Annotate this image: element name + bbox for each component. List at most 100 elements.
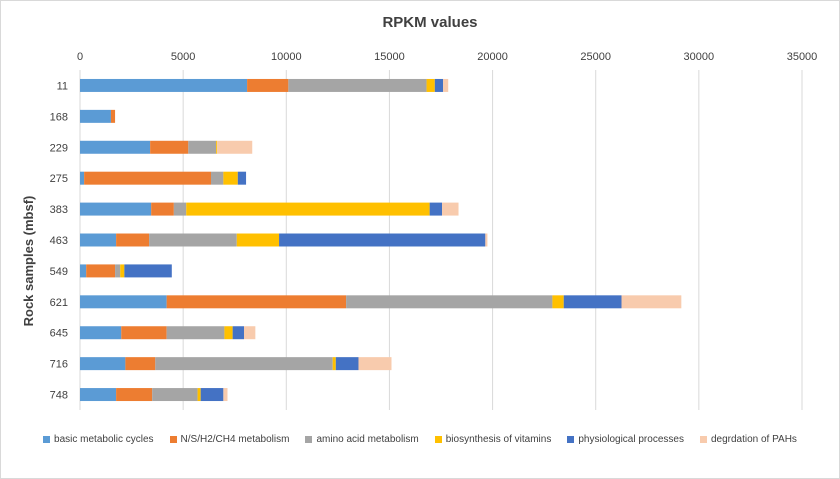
x-axis-ticks: 0 5000 10000 15000 20000 25000 30000 35000 <box>77 51 817 63</box>
legend-label: physiological processes <box>578 434 684 445</box>
bar-segment <box>197 388 201 402</box>
bar-segment <box>232 326 244 340</box>
bar-segment <box>223 171 238 185</box>
legend-label: amino acid metabolism <box>316 434 419 445</box>
bar-segment <box>120 264 125 278</box>
y-tick-label: 275 <box>50 173 68 185</box>
bar-segment <box>124 264 172 278</box>
bar-segment <box>217 140 253 154</box>
y-tick-label: 549 <box>50 266 68 278</box>
bar-segment <box>279 233 486 247</box>
bar-segment <box>485 233 488 247</box>
bar-segment <box>110 109 116 123</box>
bar-segment <box>116 388 153 402</box>
legend-label: basic metabolic cycles <box>54 434 154 445</box>
legend-item: physiological processes <box>567 434 684 445</box>
bar-segment <box>155 357 333 371</box>
bar-segment <box>80 388 117 402</box>
bar-segment <box>86 264 116 278</box>
y-tick-label: 748 <box>50 390 68 402</box>
bar-segment <box>434 78 444 92</box>
x-tick-label: 30000 <box>684 51 715 63</box>
bar-segment <box>80 295 167 309</box>
bars <box>80 78 682 402</box>
bar-segment <box>210 171 224 185</box>
legend-label: degrdation of PAHs <box>710 434 797 445</box>
bar-segment <box>563 295 622 309</box>
legend-item: N/S/H2/CH4 metabolism <box>169 434 290 445</box>
bar-segment <box>166 295 347 309</box>
y-tick-label: 168 <box>50 111 68 123</box>
legend-swatch <box>43 436 51 443</box>
chart-title: RPKM values <box>382 14 477 31</box>
bar-segment <box>80 78 248 92</box>
legend-swatch <box>699 436 707 443</box>
bar-segment <box>149 233 237 247</box>
bar-segment <box>166 326 225 340</box>
legend-swatch <box>567 436 575 443</box>
bar-segment <box>621 295 682 309</box>
x-tick-label: 15000 <box>374 51 405 63</box>
legend-swatch <box>169 436 177 443</box>
y-tick-label: 383 <box>50 204 68 216</box>
bar-segment <box>121 326 167 340</box>
bar-segment <box>188 140 217 154</box>
bar-segment <box>200 388 224 402</box>
legend-item: degrdation of PAHs <box>699 434 797 445</box>
bar-segment <box>150 140 189 154</box>
y-tick-label: 645 <box>50 328 68 340</box>
bar-chart: RPKM values Rock samples (mbsf) 0 5000 100… <box>21 14 817 410</box>
bar-segment <box>80 202 152 216</box>
bar-segment <box>84 171 211 185</box>
x-tick-label: 10000 <box>271 51 302 63</box>
bar-segment <box>224 326 233 340</box>
y-tick-label: 716 <box>50 359 68 371</box>
bar-segment <box>80 109 111 123</box>
y-axis-ticks: 11 168 229 275 383 463 549 621 645 716 748 <box>50 80 68 401</box>
legend-label: biosynthesis of vitamins <box>445 434 552 445</box>
bar-segment <box>288 78 427 92</box>
legend-label: N/S/H2/CH4 metabolism <box>180 434 290 445</box>
bar-segment <box>186 202 430 216</box>
legend-item: basic metabolic cycles <box>43 434 154 445</box>
bar-segment <box>443 78 449 92</box>
x-tick-label: 0 <box>77 51 83 63</box>
bar-segment <box>552 295 564 309</box>
legend-swatch <box>305 436 313 443</box>
bar-segment <box>237 171 247 185</box>
bar-segment <box>429 202 443 216</box>
bar-segment <box>125 357 156 371</box>
gridlines <box>79 70 803 410</box>
bar-segment <box>332 357 336 371</box>
bar-segment <box>243 326 256 340</box>
bar-segment <box>80 357 126 371</box>
x-tick-label: 20000 <box>477 51 508 63</box>
x-tick-label: 35000 <box>787 51 818 63</box>
bar-segment <box>152 388 198 402</box>
bar-segment <box>80 171 85 185</box>
bar-segment <box>236 233 280 247</box>
bar-segment <box>173 202 187 216</box>
bar-segment <box>426 78 435 92</box>
legend-item: biosynthesis of vitamins <box>434 434 552 445</box>
bar-segment <box>80 233 117 247</box>
bar-segment <box>346 295 553 309</box>
bar-segment <box>80 140 151 154</box>
y-tick-label: 463 <box>50 235 68 247</box>
y-tick-label: 11 <box>57 80 68 92</box>
y-tick-label: 621 <box>50 297 68 309</box>
y-tick-label: 229 <box>50 142 68 154</box>
bar-segment <box>151 202 174 216</box>
bar-segment <box>115 264 121 278</box>
legend-item: amino acid metabolism <box>305 434 419 445</box>
legend: basic metabolic cycles N/S/H2/CH4 metabol… <box>0 434 840 445</box>
x-tick-label: 5000 <box>171 51 195 63</box>
bar-segment <box>80 326 122 340</box>
bar-segment <box>335 357 359 371</box>
bar-segment <box>216 140 218 154</box>
x-tick-label: 25000 <box>580 51 611 63</box>
bar-segment <box>442 202 459 216</box>
legend-swatch <box>434 436 442 443</box>
bar-segment <box>116 233 150 247</box>
y-axis-label: Rock samples (mbsf) <box>21 196 36 327</box>
